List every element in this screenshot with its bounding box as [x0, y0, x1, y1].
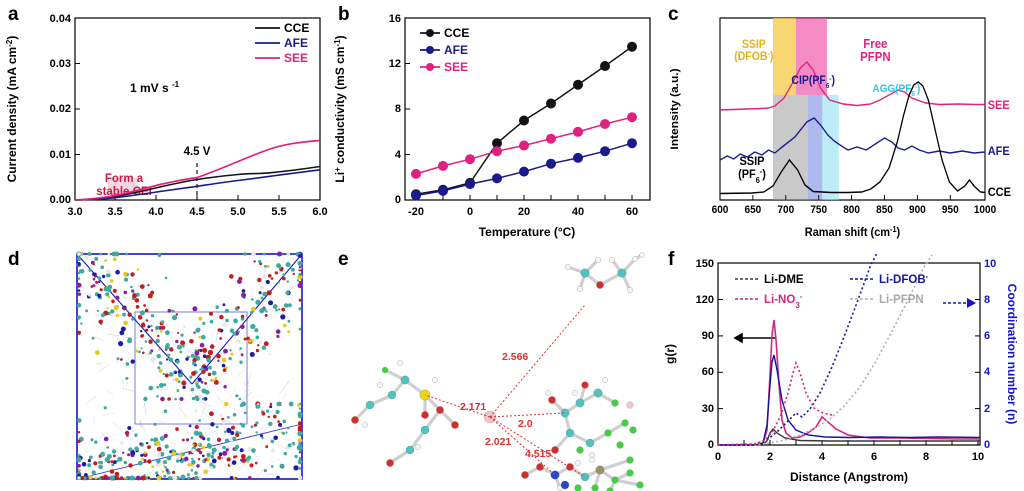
svg-text:SEE: SEE — [988, 100, 1010, 113]
svg-text:-20: -20 — [408, 206, 424, 218]
svg-text:f: f — [668, 249, 675, 270]
svg-text:600: 600 — [712, 204, 729, 217]
svg-text:SSIP: SSIP — [742, 39, 766, 52]
svg-text:-1: -1 — [172, 80, 180, 89]
svg-text:4.5: 4.5 — [189, 206, 204, 218]
svg-text:1000: 1000 — [974, 204, 996, 217]
svg-text:AFE: AFE — [284, 36, 308, 50]
svg-text:Li-DFOB-: Li-DFOB- — [879, 272, 929, 287]
svg-text:750: 750 — [810, 204, 827, 217]
svg-text:60: 60 — [702, 366, 714, 378]
svg-text:700: 700 — [777, 204, 794, 217]
svg-text:850: 850 — [876, 204, 893, 217]
svg-text:2.566: 2.566 — [502, 351, 528, 363]
svg-text:AFE: AFE — [988, 146, 1010, 159]
svg-text:Li-DME: Li-DME — [764, 274, 804, 286]
svg-text:5.0: 5.0 — [230, 206, 245, 218]
svg-text:4.0: 4.0 — [148, 206, 163, 218]
svg-text:b: b — [338, 4, 350, 25]
svg-text:Li-NO3-: Li-NO3- — [764, 292, 803, 310]
svg-text:a: a — [8, 4, 19, 25]
svg-text:5.5: 5.5 — [271, 206, 286, 218]
svg-text:AFE: AFE — [444, 43, 468, 57]
svg-text:6: 6 — [984, 330, 990, 342]
svg-text:4: 4 — [819, 451, 826, 463]
svg-text:CCE: CCE — [284, 21, 309, 35]
svg-text:3.5: 3.5 — [107, 206, 122, 218]
svg-text:4.5 V: 4.5 V — [184, 146, 211, 158]
svg-text:60: 60 — [626, 206, 638, 218]
svg-text:0: 0 — [395, 194, 401, 206]
svg-text:0: 0 — [984, 439, 990, 451]
svg-text:0.01: 0.01 — [50, 149, 71, 161]
svg-text:d: d — [8, 249, 20, 270]
svg-text:150: 150 — [696, 258, 714, 270]
svg-text:0.04: 0.04 — [50, 13, 72, 25]
svg-text:4: 4 — [984, 366, 991, 378]
svg-text:1 mV s: 1 mV s — [130, 81, 169, 95]
svg-text:6: 6 — [871, 451, 877, 463]
svg-text:10: 10 — [972, 451, 984, 463]
svg-text:0.00: 0.00 — [50, 194, 71, 206]
svg-text:4: 4 — [395, 149, 402, 161]
svg-text:10: 10 — [984, 258, 996, 270]
svg-text:20: 20 — [518, 206, 530, 218]
svg-text:Li+ conductivity (mS cm-1): Li+ conductivity (mS cm-1) — [333, 35, 348, 182]
svg-text:SEE: SEE — [284, 51, 308, 65]
svg-text:CCE: CCE — [444, 26, 469, 40]
svg-text:2.0: 2.0 — [518, 418, 533, 430]
svg-text:0.03: 0.03 — [50, 58, 71, 70]
svg-text:90: 90 — [702, 330, 714, 342]
svg-text:0: 0 — [467, 206, 473, 218]
svg-text:Intensity (a.u.): Intensity (a.u.) — [669, 68, 680, 149]
svg-text:6.0: 6.0 — [312, 206, 327, 218]
svg-text:c: c — [668, 4, 679, 25]
svg-text:8: 8 — [984, 294, 990, 306]
svg-text:Coordination number (n): Coordination number (n) — [1005, 284, 1019, 425]
svg-text:950: 950 — [942, 204, 959, 217]
svg-text:12: 12 — [389, 58, 401, 70]
svg-text:Current density (mA cm-2): Current density (mA cm-2) — [5, 36, 20, 183]
svg-text:8: 8 — [923, 451, 929, 463]
svg-text:0: 0 — [708, 439, 714, 451]
svg-text:30: 30 — [702, 403, 714, 415]
svg-text:650: 650 — [745, 204, 762, 217]
svg-text:SEE: SEE — [444, 60, 468, 74]
svg-text:40: 40 — [572, 206, 584, 218]
svg-text:2.021: 2.021 — [485, 436, 511, 448]
svg-text:2: 2 — [767, 451, 773, 463]
svg-text:0: 0 — [715, 451, 721, 463]
svg-text:PFPN: PFPN — [860, 50, 890, 65]
svg-text:16: 16 — [389, 13, 401, 25]
svg-text:(DFOB-): (DFOB-) — [734, 48, 773, 63]
svg-text:900: 900 — [909, 204, 926, 217]
svg-text:(PF6-): (PF6-) — [738, 166, 766, 185]
svg-text:800: 800 — [843, 204, 860, 217]
svg-text:0.02: 0.02 — [50, 103, 71, 115]
svg-text:g(r): g(r) — [663, 344, 677, 364]
svg-text:CCE: CCE — [988, 187, 1011, 200]
svg-text:120: 120 — [696, 294, 714, 306]
svg-text:2: 2 — [984, 403, 990, 415]
svg-text:Distance (Angstrom): Distance (Angstrom) — [790, 470, 908, 484]
svg-text:Li-PFPN: Li-PFPN — [879, 294, 924, 306]
svg-text:Raman shift (cm-1): Raman shift (cm-1) — [805, 224, 901, 239]
svg-text:e: e — [338, 249, 349, 270]
svg-text:2.171: 2.171 — [460, 401, 486, 413]
svg-text:4.515: 4.515 — [525, 448, 551, 460]
svg-text:Form a: Form a — [105, 173, 144, 185]
svg-text:8: 8 — [395, 103, 401, 115]
svg-text:Temperature (°C): Temperature (°C) — [479, 225, 576, 239]
svg-text:3.0: 3.0 — [67, 206, 82, 218]
